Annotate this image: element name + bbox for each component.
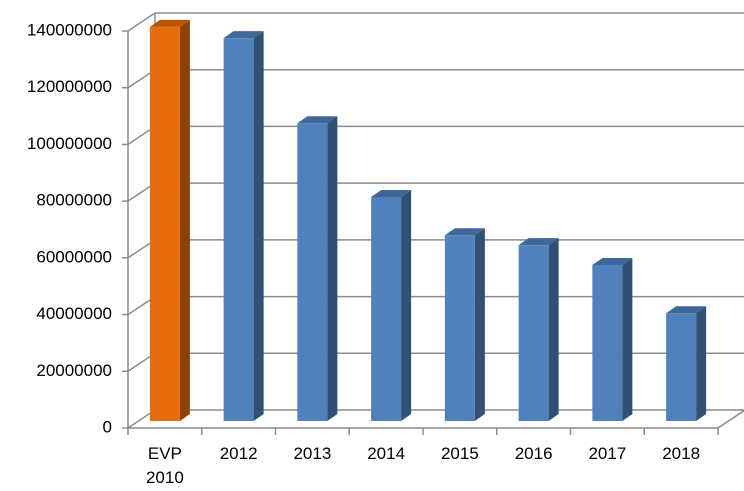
x-tick-label: 2015	[440, 444, 479, 463]
y-tick-label: 80000000	[36, 191, 112, 210]
y-tick-label: 20000000	[36, 361, 112, 380]
bar-side	[696, 306, 707, 421]
bar	[518, 245, 549, 421]
bar	[592, 265, 623, 421]
bar	[444, 235, 475, 421]
bar-side	[474, 228, 485, 421]
bar-top	[592, 258, 633, 266]
y-tick-label: 100000000	[27, 134, 112, 153]
x-tick-label: 2017	[588, 444, 627, 463]
y-tick-label: 40000000	[36, 304, 112, 323]
bar-side	[401, 189, 412, 421]
grid-line	[127, 12, 156, 32]
x-tick-label: 2012	[219, 444, 258, 463]
y-tick-label: 0	[103, 417, 112, 436]
bar-side	[253, 31, 264, 422]
bar-side	[622, 258, 633, 421]
bar-top	[149, 19, 190, 27]
bar	[223, 38, 254, 422]
bar-side	[327, 116, 338, 421]
bar-side	[179, 19, 190, 421]
bar	[149, 26, 180, 421]
x-tick-label: 2014	[367, 444, 406, 463]
bar-top	[223, 31, 264, 39]
x-tick-label: 2016	[514, 444, 553, 463]
bar-top	[297, 116, 338, 124]
bar-top	[371, 189, 412, 197]
bar	[297, 123, 328, 421]
bar-top	[518, 238, 559, 246]
y-tick-label: 60000000	[36, 247, 112, 266]
y-tick-label: 140000000	[27, 20, 112, 39]
y-tick-label: 120000000	[27, 77, 112, 96]
bar-top	[444, 228, 485, 236]
x-tick-label: 2018	[662, 444, 701, 463]
x-tick-label: 2013	[293, 444, 332, 463]
bar	[371, 196, 402, 421]
bar	[666, 313, 697, 421]
x-tick-label: EVP 2010	[145, 444, 184, 487]
bar-top	[666, 306, 707, 314]
bar-side	[548, 238, 559, 421]
floor-edge	[717, 409, 744, 429]
